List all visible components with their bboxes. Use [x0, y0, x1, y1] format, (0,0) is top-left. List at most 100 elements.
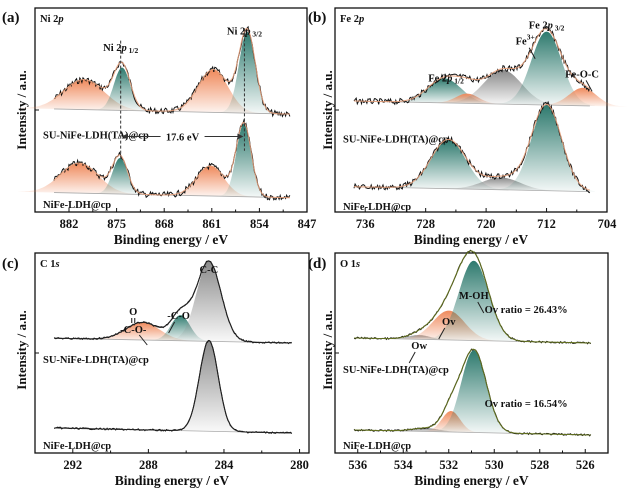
series-NiFe-LDH@cp: NiFe-LDH@cp: [343, 348, 592, 452]
peak-label: -C-O-: [120, 325, 147, 336]
sample-label: NiFe-LDH@cp: [343, 202, 411, 213]
panel-d: 536 534 532 530 528 526 Binding energy / eV Int…: [308, 249, 609, 488]
series-NiFe-LDH@cp: NiFe-LDH@cp: [43, 339, 293, 452]
series-SU-NiFe-LDH(TA)@cp: SU-NiFe-LDH(TA)@cp: [43, 260, 292, 366]
peak-label: Ov: [442, 317, 456, 328]
x-tick-label: 720: [477, 217, 496, 231]
x-tick-label: 292: [63, 458, 82, 472]
fit-envelope: [354, 103, 591, 191]
x-tick-label: 530: [485, 458, 504, 472]
plot-frame: [34, 252, 310, 454]
x-tick-label: 728: [416, 217, 435, 231]
y-axis-label: Intensity / a.u.: [320, 70, 335, 149]
panel-title: O 1s: [340, 259, 360, 270]
peak-label: Ow: [411, 341, 427, 352]
peak-label: M-OH: [459, 291, 489, 302]
fit-envelope: [354, 28, 591, 103]
peak-orange: [539, 87, 627, 107]
sample-label: NiFe-LDH@cp: [43, 200, 111, 211]
x-tick-label: 854: [250, 217, 270, 231]
fit-envelope: [54, 339, 292, 434]
ov-ratio-label: Ov ratio = 26.43%: [485, 305, 568, 316]
x-axis-label: Binding energy / eV: [414, 232, 529, 247]
pointer-line: [528, 47, 536, 59]
sample-label: NiFe-LDH@cp: [43, 441, 111, 452]
series-NiFe-LDH@cp: NiFe-LDH@cp: [18, 118, 291, 211]
peak-label: C-C: [200, 265, 219, 276]
peak-teal: [221, 31, 274, 114]
peak-teal: [498, 31, 595, 107]
peak-label: -C-O: [167, 311, 190, 322]
panel-b: 736 728 720 712 704 Binding energy / eV Intens…: [308, 7, 627, 247]
series-SU-NiFe-LDH(TA)@cp: SU-NiFe-LDH(TA)@cp: [343, 249, 592, 376]
pointer-line: [138, 334, 148, 346]
peak-teal: [392, 139, 504, 190]
peak-label: Fe-O-C: [565, 69, 599, 80]
fit-envelope: [54, 260, 292, 344]
x-tick-label: 861: [202, 217, 221, 231]
peak-label: Fe 2p 1/2: [428, 73, 464, 85]
x-axis-label: Binding energy / eV: [115, 473, 230, 488]
pointer-line: [585, 80, 593, 92]
x-tick-label: 875: [107, 217, 126, 231]
spacing-label: 17.6 eV: [166, 133, 200, 144]
label-bg: [160, 129, 205, 143]
peak-label: Ni 2p 1/2: [103, 43, 138, 55]
fit-envelope: [53, 27, 290, 115]
peak-teal: [498, 105, 595, 192]
x-tick-label: 536: [348, 458, 367, 472]
x-tick-label: 704: [598, 217, 618, 231]
arrow-head: [237, 133, 244, 140]
x-tick-label: 712: [537, 217, 556, 231]
panel-label: (d): [308, 256, 326, 272]
panel-label: (c): [2, 256, 19, 272]
y-axis-label: Intensity / a.u.: [14, 70, 29, 149]
peak-gray: [169, 261, 249, 343]
y-axis-label: Intensity / a.u.: [14, 310, 29, 389]
y-axis-label: Intensity / a.u.: [320, 310, 335, 389]
sample-label: SU-NiFe-LDH(TA)@cp: [43, 131, 149, 142]
sample-label: NiFe-LDH@cp: [343, 441, 411, 452]
panel-a: 882 875 868 861 854 847 Binding energy / eV Int…: [2, 7, 316, 247]
pointer-line: [477, 301, 485, 314]
peak-teal: [426, 260, 522, 342]
x-tick-label: 736: [356, 217, 375, 231]
peak-gray: [178, 340, 240, 432]
series-SU-NiFe-LDH(TA)@cp: SU-NiFe-LDH(TA)@cp: [18, 25, 291, 142]
sample-label: SU-NiFe-LDH(TA)@cp: [343, 365, 449, 376]
series-NiFe-LDH@cp: NiFe-LDH@cp: [343, 100, 595, 213]
arrow-head: [121, 133, 128, 140]
panel-label: (a): [2, 10, 20, 26]
x-axis-label: Binding energy / eV: [414, 473, 529, 488]
pointer-line: [438, 327, 446, 340]
peak-label: Ni 2p 3/2: [227, 27, 262, 39]
panel-title: Ni 2p: [40, 14, 64, 25]
peak-label: Fe3+: [516, 33, 535, 48]
fit-envelope: [354, 348, 591, 436]
x-tick-label: 528: [530, 458, 549, 472]
x-tick-label: 280: [290, 458, 309, 472]
panel-title: Fe 2p: [340, 14, 364, 25]
pointer-line: [408, 351, 416, 364]
x-tick-label: 288: [139, 458, 158, 472]
ov-ratio-label: Ov ratio = 16.54%: [485, 399, 568, 410]
peak-label: O: [129, 307, 137, 318]
x-tick-label: 534: [394, 458, 414, 472]
x-axis-label: Binding energy / eV: [114, 232, 229, 247]
peak-teal: [433, 350, 514, 434]
baseline: [54, 108, 290, 115]
x-tick-label: 868: [155, 217, 174, 231]
x-tick-label: 526: [576, 458, 595, 472]
panel-c: 292 288 284 280 Binding energy / eV Intensity…: [2, 252, 310, 488]
peak-label: Fe 2p 3/2: [529, 20, 565, 32]
sample-label: SU-NiFe-LDH(TA)@cp: [343, 135, 449, 146]
panel-label: (b): [308, 10, 326, 26]
series-SU-NiFe-LDH(TA)@cp: SU-NiFe-LDH(TA)@cp: [343, 25, 627, 146]
x-tick-label: 532: [439, 458, 458, 472]
fit-envelope: [354, 250, 591, 344]
panel-title: C 1s: [40, 259, 60, 270]
x-tick-label: 284: [215, 458, 235, 472]
fit-envelope: [53, 121, 290, 199]
sample-label: SU-NiFe-LDH(TA)@cp: [43, 355, 149, 366]
